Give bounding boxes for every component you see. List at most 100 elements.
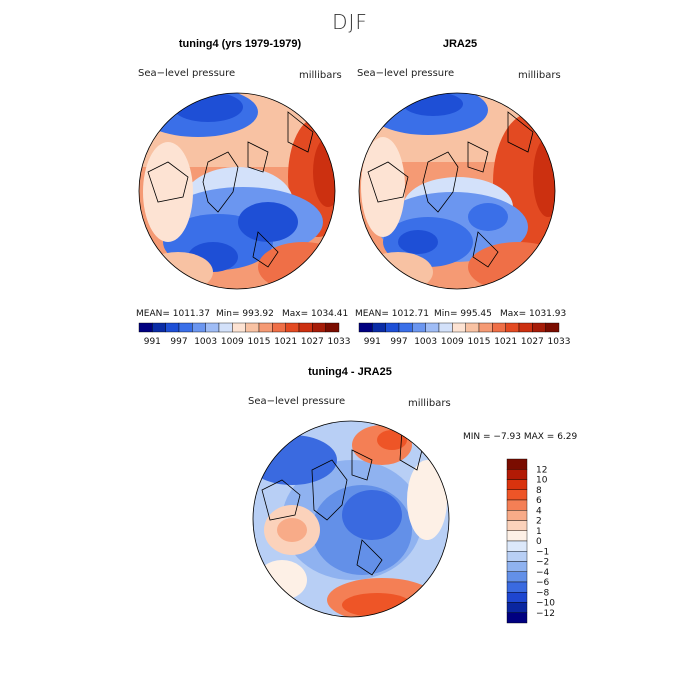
colorbar-label: 1003 (414, 337, 437, 347)
colorbar-label: −4 (536, 568, 550, 578)
colorbar-label: 1015 (468, 337, 491, 347)
panel-1-variable-label: Sea−level pressure (138, 68, 236, 79)
colorbar-swatch (506, 561, 528, 572)
panel-3-units: millibars (408, 398, 451, 409)
panel-2-min: Min= 995.45 (434, 309, 492, 319)
colorbar-swatch (298, 322, 313, 333)
colorbar-label: 1009 (441, 337, 464, 347)
colorbar-swatch (506, 540, 528, 552)
panel-2-max: Max= 1031.93 (500, 309, 567, 319)
colorbar-swatch (506, 520, 528, 531)
colorbar-swatch (478, 322, 493, 333)
colorbar-swatch (492, 322, 506, 333)
colorbar-swatch (506, 469, 528, 480)
panel-3-variable-label: Sea−level pressure (248, 396, 346, 407)
colorbar-label: 6 (536, 496, 542, 506)
colorbar-swatch (312, 322, 326, 333)
colorbar-label: 10 (536, 476, 548, 486)
colorbar-label: 997 (170, 337, 187, 347)
panel-1-max: Max= 1034.41 (282, 309, 349, 319)
colorbar-swatch (465, 322, 480, 333)
colorbar-label: 1033 (328, 337, 351, 347)
colorbar-label: 1 (536, 527, 542, 537)
colorbar-swatch (285, 322, 300, 333)
colorbar-swatch (358, 322, 373, 333)
colorbar-label: 1009 (221, 337, 244, 347)
colorbar-label: 1015 (248, 337, 271, 347)
colorbar-label: −10 (536, 599, 555, 609)
colorbar-swatch (205, 322, 220, 333)
colorbar-swatch (506, 530, 528, 542)
colorbar-swatch (138, 322, 153, 333)
colorbar-swatch (425, 322, 440, 333)
colorbar-swatch (258, 322, 273, 333)
colorbar-label: 1021 (494, 337, 517, 347)
colorbar-swatch (218, 322, 233, 333)
panel-2-map (358, 92, 556, 290)
colorbar-swatch (518, 322, 533, 333)
colorbar-label: 1003 (194, 337, 217, 347)
colorbar-swatch (192, 322, 206, 333)
colorbar-label: 1021 (274, 337, 297, 347)
colorbar-swatch (232, 322, 246, 333)
panel-2-title: JRA25 (442, 38, 478, 50)
colorbar-label: 8 (536, 486, 542, 496)
colorbar-swatch (506, 612, 528, 624)
panel-1-mean: MEAN= 1011.37 (136, 309, 210, 319)
colorbar-swatch (372, 322, 386, 333)
colorbar-label: −6 (536, 578, 550, 588)
colorbar-label: −12 (536, 609, 555, 619)
colorbar-label: −8 (536, 588, 550, 598)
panel-1-min: Min= 993.92 (216, 309, 274, 319)
colorbar-label: −2 (536, 558, 549, 568)
colorbar-swatch (178, 322, 193, 333)
colorbar-swatch (506, 479, 528, 490)
panel-3-title: tuning4 - JRA25 (308, 366, 392, 378)
colorbar-swatch (165, 322, 180, 333)
colorbar-swatch (506, 489, 528, 501)
panel-1-title: tuning4 (yrs 1979-1979) (178, 38, 302, 50)
colorbar-swatch (412, 322, 426, 333)
panel-2-units: millibars (518, 70, 561, 81)
colorbar-swatch (398, 322, 413, 333)
colorbar-swatch (506, 458, 528, 470)
colorbar-swatch (506, 510, 528, 521)
colorbar-swatch (152, 322, 166, 333)
colorbar-label: 2 (536, 517, 542, 527)
colorbar-swatch (506, 551, 528, 562)
colorbar-swatch (506, 581, 528, 593)
colorbar-swatch (506, 499, 528, 511)
panel-2-mean: MEAN= 1012.71 (355, 309, 429, 319)
panel-2-variable-label: Sea−level pressure (357, 68, 455, 79)
figure-title: DJF (332, 10, 368, 34)
colorbar-swatch (325, 322, 340, 333)
colorbar-label: 1027 (521, 337, 544, 347)
colorbar-label: 1033 (548, 337, 571, 347)
colorbar-swatch (506, 592, 528, 603)
colorbar-swatch (506, 571, 528, 583)
panel-1-colorbar: 991 997 1003 1009 1015 1021 1027 1033 (138, 322, 350, 347)
colorbar-swatch (385, 322, 400, 333)
colorbar-label: 1027 (301, 337, 324, 347)
colorbar-label: 991 (144, 337, 161, 347)
colorbar-label: 0 (536, 537, 542, 547)
colorbar-label: 991 (364, 337, 381, 347)
colorbar-swatch (506, 602, 528, 613)
colorbar-label: 4 (536, 506, 542, 516)
colorbar-label: −1 (536, 547, 549, 557)
colorbar-swatch (245, 322, 260, 333)
colorbar-swatch (545, 322, 560, 333)
colorbar-label: 997 (390, 337, 407, 347)
colorbar-swatch (452, 322, 466, 333)
colorbar-swatch (532, 322, 546, 333)
colorbar-swatch (505, 322, 520, 333)
panel-3-map (252, 420, 450, 618)
colorbar-label: 12 (536, 465, 547, 475)
colorbar-swatch (438, 322, 453, 333)
panel-1-units: millibars (299, 70, 342, 81)
panel-3-minmax: MIN = −7.93 MAX = 6.29 (463, 432, 578, 442)
panel-2-colorbar: 991 997 1003 1009 1015 1021 1027 1033 (358, 322, 570, 347)
panel-1-map (138, 92, 336, 290)
colorbar-swatch (272, 322, 286, 333)
